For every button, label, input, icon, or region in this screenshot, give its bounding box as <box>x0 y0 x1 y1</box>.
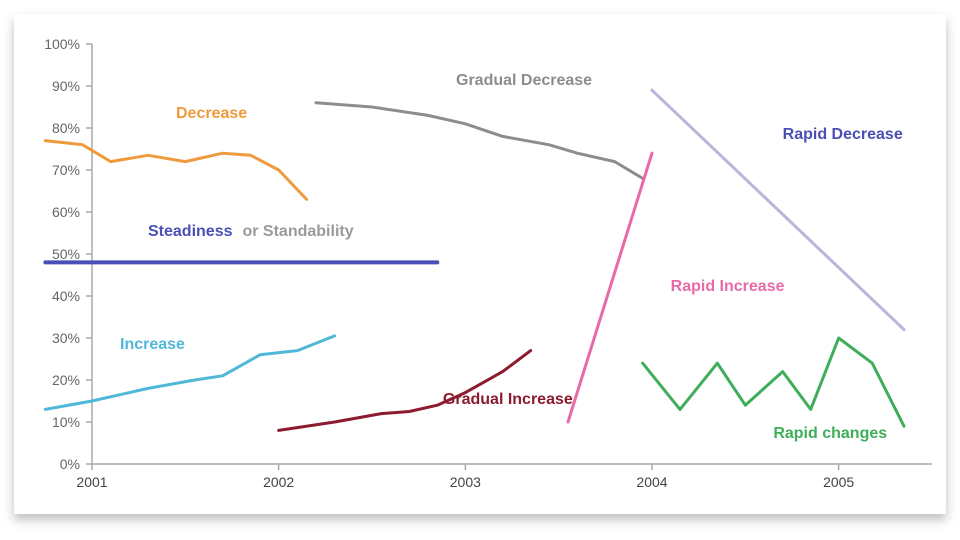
chart-card: 0% 10% 20% 30% 40% 50% 60% 70% 80% 90% 100% 2001 200… <box>14 14 946 514</box>
series-label-text: Rapid Decrease <box>783 126 903 143</box>
series-label-text: Gradual Increase <box>443 391 573 408</box>
y-axis-label: 20% <box>20 372 80 388</box>
series-label-text: Increase <box>120 336 185 353</box>
y-axis-label: 10% <box>20 414 80 430</box>
series-label-decrease: Decrease <box>176 105 247 123</box>
y-axis-label: 100% <box>20 36 80 52</box>
y-axis-label: 60% <box>20 204 80 220</box>
y-axis-label: 70% <box>20 162 80 178</box>
y-axis-label: 50% <box>20 246 80 262</box>
y-axis-label: 90% <box>20 78 80 94</box>
y-axis-label: 30% <box>20 330 80 346</box>
series-decrease <box>45 141 306 200</box>
line-chart: 0% 10% 20% 30% 40% 50% 60% 70% 80% 90% 100% 2001 200… <box>14 14 946 514</box>
series-label-text: Rapid changes <box>773 425 887 442</box>
series-label-text: Rapid Increase <box>671 278 785 295</box>
y-axis-label: 80% <box>20 120 80 136</box>
series-rapid-changes <box>643 338 904 426</box>
y-axis-label: 0% <box>20 456 80 472</box>
y-axis-label: 40% <box>20 288 80 304</box>
x-axis-label: 2003 <box>450 474 481 490</box>
series-rapid-increase <box>568 153 652 422</box>
series-label-text: Steadiness <box>148 223 232 240</box>
x-axis-label: 2002 <box>263 474 294 490</box>
series-label-text: Gradual Decrease <box>456 72 592 89</box>
x-axis-label: 2004 <box>636 474 667 490</box>
series-gradual-decrease <box>316 103 643 179</box>
series-increase <box>45 336 334 410</box>
series-label-rapid-decrease: Rapid Decrease <box>783 126 903 144</box>
series-label-gradual-decrease: Gradual Decrease <box>456 72 592 90</box>
series-label-gradual-increase: Gradual Increase <box>443 391 573 409</box>
x-axis-label: 2001 <box>76 474 107 490</box>
series-label-rapid-increase: Rapid Increase <box>671 278 785 296</box>
series-label-text: Decrease <box>176 105 247 122</box>
series-label-rapid-changes: Rapid changes <box>773 425 887 443</box>
series-label-steadiness: Steadiness or Standability <box>148 223 354 241</box>
series-label-increase: Increase <box>120 336 185 354</box>
x-axis-label: 2005 <box>823 474 854 490</box>
series-label-text-secondary: or Standability <box>242 223 353 240</box>
